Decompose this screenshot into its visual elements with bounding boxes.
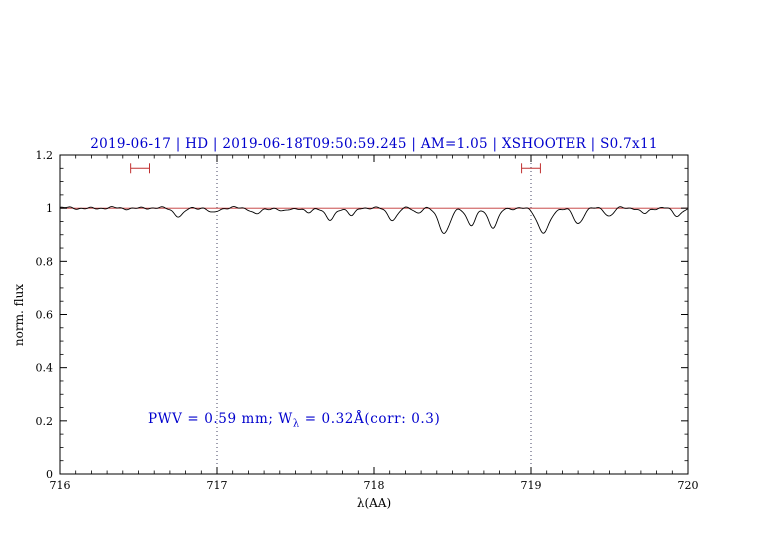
y-axis-label: norm. flux [12,283,26,347]
svg-text:0.6: 0.6 [36,309,54,322]
pwv-annotation-prefix: PWV = 0.59 mm; W [148,411,293,427]
pwv-annotation: PWV = 0.59 mm; Wλ = 0.32Å(corr: 0.3) [148,411,440,430]
wavelength-subscript: λ [292,418,300,430]
svg-text:1.2: 1.2 [36,149,54,162]
pwv-annotation-suffix: = 0.32Å(corr: 0.3) [299,411,441,427]
plot-title: 2019-06-17 | HD | 2019-06-18T09:50:59.24… [90,136,658,152]
svg-text:716: 716 [50,479,71,492]
svg-text:1: 1 [46,202,53,215]
svg-text:0.2: 0.2 [36,415,54,428]
svg-text:0.8: 0.8 [36,255,54,268]
svg-text:720: 720 [678,479,699,492]
svg-text:718: 718 [364,479,385,492]
svg-text:719: 719 [521,479,542,492]
x-axis-label: λ(AA) [356,496,392,510]
svg-text:717: 717 [207,479,228,492]
svg-text:0.4: 0.4 [36,362,54,375]
svg-text:0: 0 [46,468,53,481]
